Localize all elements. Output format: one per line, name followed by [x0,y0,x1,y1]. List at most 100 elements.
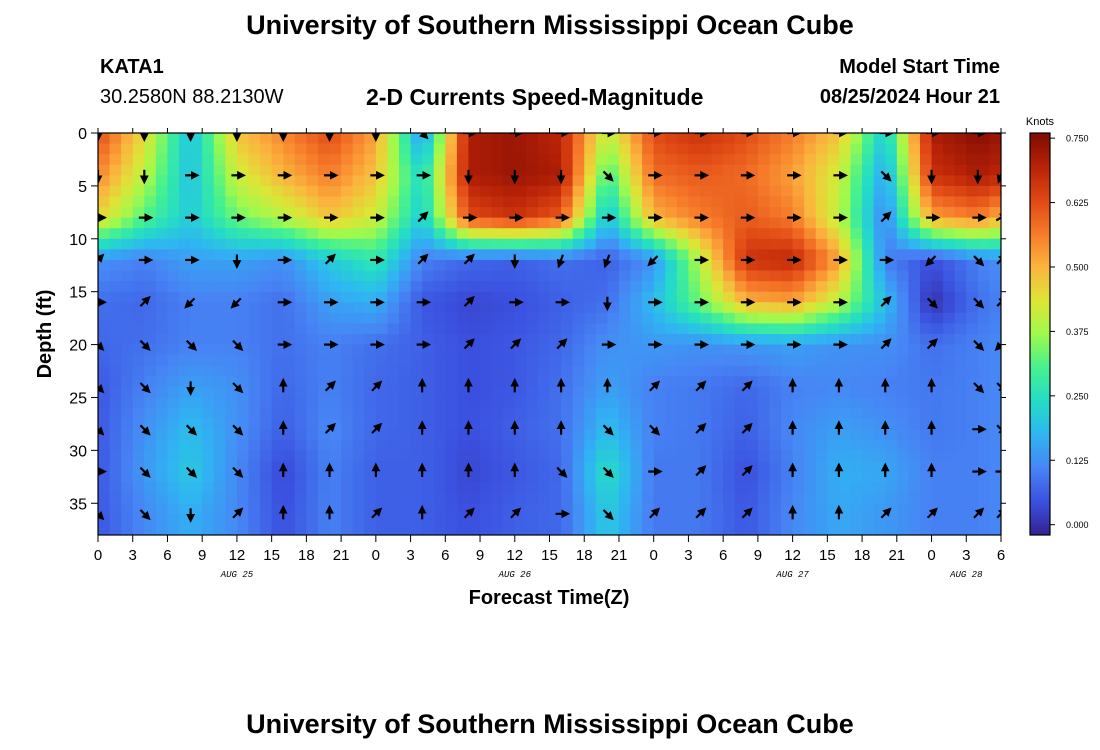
heatmap-cell [792,302,805,314]
heatmap-cell [433,323,446,335]
heatmap-cell [572,334,585,346]
current-arrow [139,382,151,394]
heatmap-cell [734,154,747,166]
heatmap-cell [422,418,435,430]
heatmap-cell [202,312,215,325]
heatmap-cell [584,492,597,504]
heatmap-cell [572,386,585,399]
heatmap-cell [144,312,157,325]
heatmap-cell [700,207,713,219]
heatmap-cell [723,397,736,409]
heatmap-cell [190,270,203,282]
heatmap-cell [792,376,805,388]
heatmap-cell [422,238,435,250]
heatmap-cell [190,365,203,377]
heatmap-cell [792,513,805,526]
heatmap-cell [248,143,261,155]
heatmap-cell [329,397,342,409]
heatmap-cell [769,524,782,535]
heatmap-cell [827,228,840,240]
heatmap-cell [375,450,389,462]
heatmap-cell [468,482,481,494]
heatmap-cell [781,312,794,325]
heatmap-cell [179,365,192,377]
heatmap-cell [155,408,169,420]
heatmap-cell [838,259,852,272]
heatmap-cell [977,408,991,420]
heatmap-cell [236,376,250,388]
heatmap-cell [445,355,458,367]
heatmap-cell [781,207,794,219]
heatmap-cell [850,429,863,441]
heatmap-cell [549,281,562,293]
heatmap-cell [352,513,365,526]
heatmap-cell [341,217,354,229]
current-arrow [232,424,244,436]
heatmap-cell [283,143,296,155]
heatmap-cell [642,291,655,303]
heatmap-cell [433,175,446,187]
heatmap-cell [225,460,238,473]
heatmap-cell [109,238,122,250]
heatmap-cell [676,334,690,346]
heatmap-cell [155,133,169,145]
heatmap-cell [433,355,446,367]
heatmap-cell [456,207,470,219]
heatmap-cell [827,143,840,155]
heatmap-cell [260,291,273,303]
heatmap-cell [954,503,967,515]
heatmap-cell [399,439,412,451]
heatmap-cell [155,302,169,314]
heatmap-cell [352,492,365,504]
heatmap-cell [618,524,632,535]
current-arrow [232,507,244,519]
heatmap-cell [225,439,238,451]
heatmap-cell [572,312,585,325]
heatmap-cell [445,482,458,494]
current-arrow [973,507,985,519]
heatmap-cell [896,334,909,346]
heatmap-cell [364,291,377,303]
heatmap-cell [734,185,747,198]
heatmap-cell [190,238,203,250]
heatmap-cell [908,503,921,515]
heatmap-cell [410,207,423,219]
heatmap-cell [410,154,423,166]
heatmap-cell [410,312,423,325]
heatmap-cell [896,439,909,451]
heatmap-cell [514,281,527,293]
heatmap-cell [236,418,250,430]
heatmap-cell [399,302,412,314]
heatmap-cell [283,429,296,441]
heatmap-cell [480,196,493,208]
heatmap-cell [711,259,724,272]
heatmap-cell [526,207,539,219]
heatmap-cell [642,185,655,198]
heatmap-cell [665,259,678,272]
heatmap-cell [144,524,157,535]
heatmap-cell [688,439,701,451]
heatmap-cell [838,429,852,441]
heatmap-cell [410,217,423,229]
heatmap-cell [549,418,562,430]
heatmap-cell [190,376,203,388]
heatmap-cell [549,196,562,208]
heatmap-cell [862,482,875,494]
heatmap-cell [746,365,759,377]
heatmap-cell [433,154,446,166]
heatmap-cell [931,492,944,504]
heatmap-cell [98,133,111,145]
heatmap-cell [977,291,991,303]
heatmap-cell [549,397,562,409]
heatmap-cell [919,133,933,145]
heatmap-cell [630,312,643,325]
heatmap-cell [943,376,956,388]
heatmap-cell [283,460,296,473]
heatmap-cell [283,196,296,208]
heatmap-cell [607,249,620,261]
heatmap-cell [445,450,458,462]
heatmap-cell [387,365,400,377]
heatmap-cell [595,196,608,208]
heatmap-cell [329,439,342,451]
heatmap-cell [468,228,481,240]
